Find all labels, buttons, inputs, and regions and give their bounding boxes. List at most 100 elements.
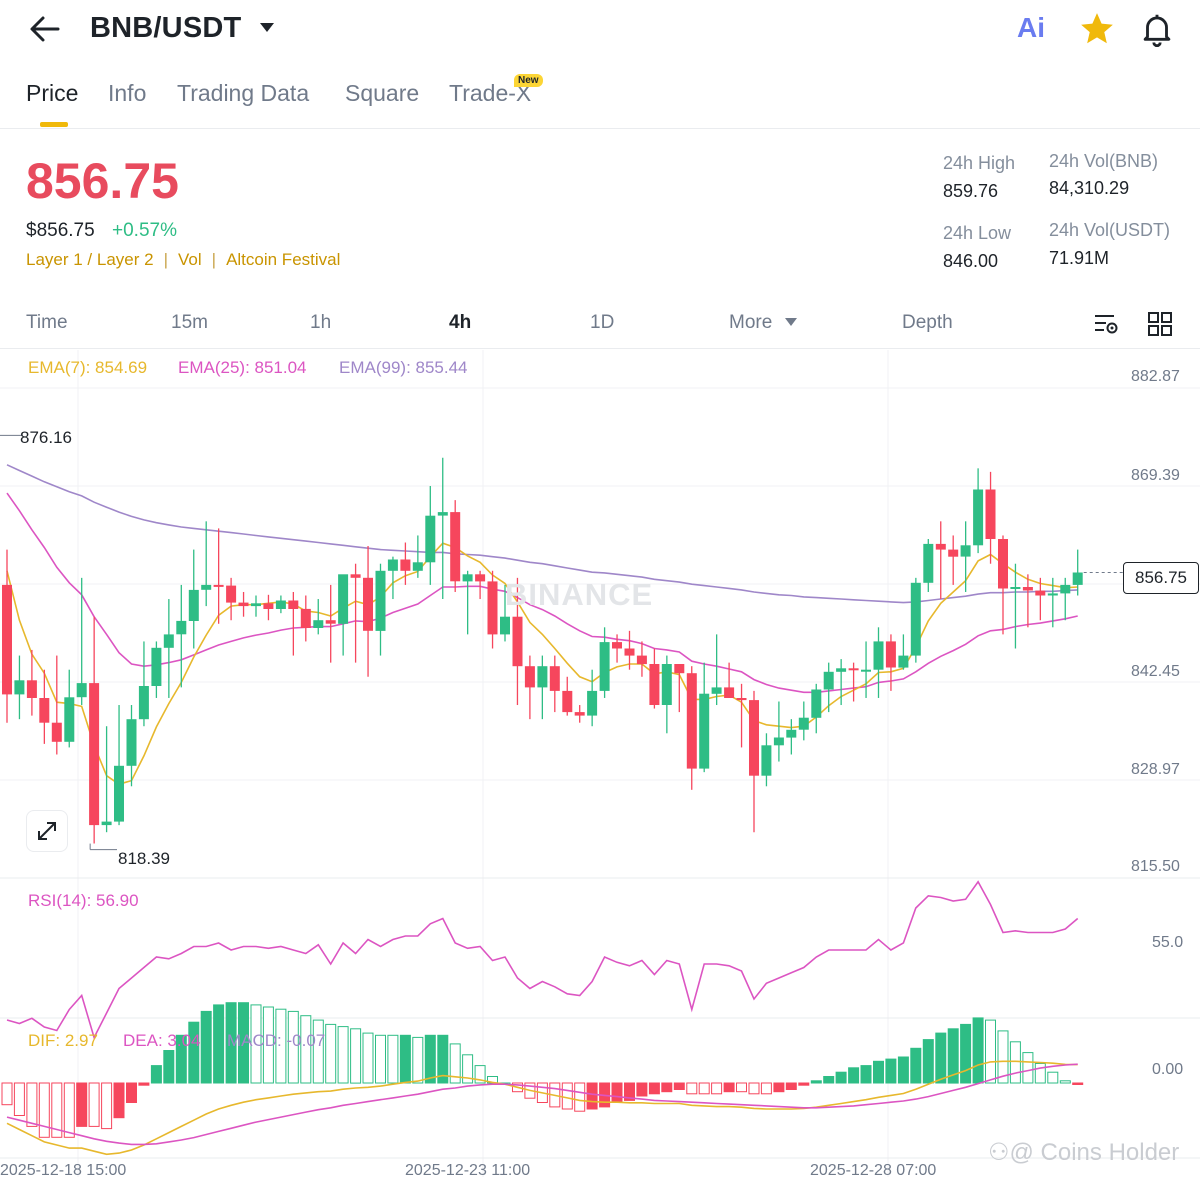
favorite-star-icon[interactable] [1078,10,1116,48]
low-value: 846.00 [943,251,999,271]
candle-body [1060,584,1071,594]
candle-body [562,690,573,713]
expand-icon [38,822,56,840]
more-chevron-down-icon[interactable] [785,318,797,327]
interval-4h[interactable]: 4h [449,312,472,333]
high-value: 859.76 [943,181,999,201]
candle-body [811,689,822,718]
macd-histogram-bar [947,1028,959,1084]
macd-histogram-bar [1034,1063,1046,1084]
macd-histogram-bar [1047,1071,1059,1084]
candle-body [138,686,149,720]
candle-body [151,647,162,686]
macd-histogram-bar [960,1023,972,1084]
macd-histogram-bar [723,1082,735,1093]
macd-histogram-bar [897,1056,909,1084]
price-tick: 815.50 [1131,858,1180,875]
macd-histogram-bar [175,1034,187,1084]
date-label: 2025-12-23 11:00 [405,1162,531,1179]
macd-histogram-bar [574,1082,586,1112]
candle-body [1022,587,1033,591]
candle-body [375,570,386,631]
macd-histogram-bar [76,1082,88,1127]
back-arrow-icon[interactable] [28,12,62,46]
macd-histogram-bar [835,1071,847,1084]
candle-body [549,666,560,691]
macd-histogram-bar [200,1010,212,1084]
macd-histogram-bar [51,1082,63,1138]
candle-body [1035,590,1046,596]
layout-grid-icon[interactable] [1146,310,1174,338]
macd-histogram-bar [449,1043,461,1084]
candle-body [238,602,249,607]
tag-vol[interactable]: Vol [178,250,202,269]
macd-tick: 0.00 [1152,1061,1184,1078]
ema25-line [6,492,1078,694]
candle-body [263,603,274,609]
rsi-line [6,880,1079,1040]
top-bar: BNB/USDT Ai [0,0,1200,60]
macd-histogram-bar [1,1082,13,1106]
kline-chart[interactable] [0,350,1200,1177]
macd-histogram-bar [287,1010,299,1084]
pair-title[interactable]: BNB/USDT [90,12,242,44]
macd-histogram-bar [561,1082,573,1110]
candle-body [935,543,946,550]
tag-layer[interactable]: Layer 1 / Layer 2 [26,250,154,269]
high-marker-label: 876.16 [20,428,72,447]
candle-body [711,687,722,694]
ai-assistant-icon[interactable]: Ai [1017,12,1045,43]
macd-histogram-bar [922,1039,934,1084]
chevron-down-icon[interactable] [259,22,275,34]
candle-body [475,574,486,582]
candle-body [985,489,996,539]
interval-more[interactable]: More [729,312,773,333]
macd-histogram-bar [262,1006,274,1084]
notification-bell-icon[interactable] [1138,10,1176,48]
current-price-tag: 856.75 [1123,562,1199,594]
candle-body [836,668,847,672]
vol-usdt-label: 24h Vol(USDT) [1049,220,1171,240]
macd-histogram-bar [362,1032,374,1084]
tab-trading-data[interactable]: Trading Data [177,80,310,106]
ema99-legend: EMA(99): 855.44 [339,358,468,377]
macd-histogram-bar [350,1028,362,1084]
interval-time[interactable]: Time [26,312,68,333]
macd-histogram-bar [474,1065,486,1084]
fullscreen-button[interactable] [26,810,68,852]
interval-1h[interactable]: 1h [310,312,332,333]
candle-body [1047,593,1058,596]
date-label: 2025-12-18 15:00 [0,1162,127,1179]
macd-histogram-bar [38,1082,50,1138]
candle-body [512,616,523,667]
tab-square[interactable]: Square [345,80,420,106]
candle-body [636,655,647,665]
candle-body [437,512,448,516]
indicator-settings-icon[interactable] [1092,310,1120,338]
macd-histogram-bar [810,1080,822,1084]
source-name: Coins Holder [1040,1139,1180,1166]
candle-body [213,584,224,587]
candle-body [313,620,324,628]
interval-depth[interactable]: Depth [902,312,953,333]
tab-price[interactable]: Price [26,80,79,106]
macd-histogram-bar [586,1082,598,1110]
candle-body [487,581,498,635]
macd-histogram-bar [972,1017,984,1084]
macd-histogram-bar [387,1034,399,1084]
candle-body [363,577,373,631]
candle-body [661,664,672,705]
candle-body [686,673,697,769]
price-tick: 828.97 [1131,761,1180,778]
macd-histogram-bar [88,1082,100,1127]
interval-1d[interactable]: 1D [590,312,615,333]
interval-15m[interactable]: 15m [171,312,208,333]
macd-histogram-bar [462,1054,474,1084]
macd-histogram-bar [312,1019,324,1084]
macd-histogram-bar [1022,1052,1034,1084]
tab-info[interactable]: Info [108,80,147,106]
tag-altcoin-festival[interactable]: Altcoin Festival [226,250,341,269]
macd-histogram-bar [163,1050,175,1084]
price-tick: 869.39 [1131,467,1180,484]
candle-body [64,697,75,742]
